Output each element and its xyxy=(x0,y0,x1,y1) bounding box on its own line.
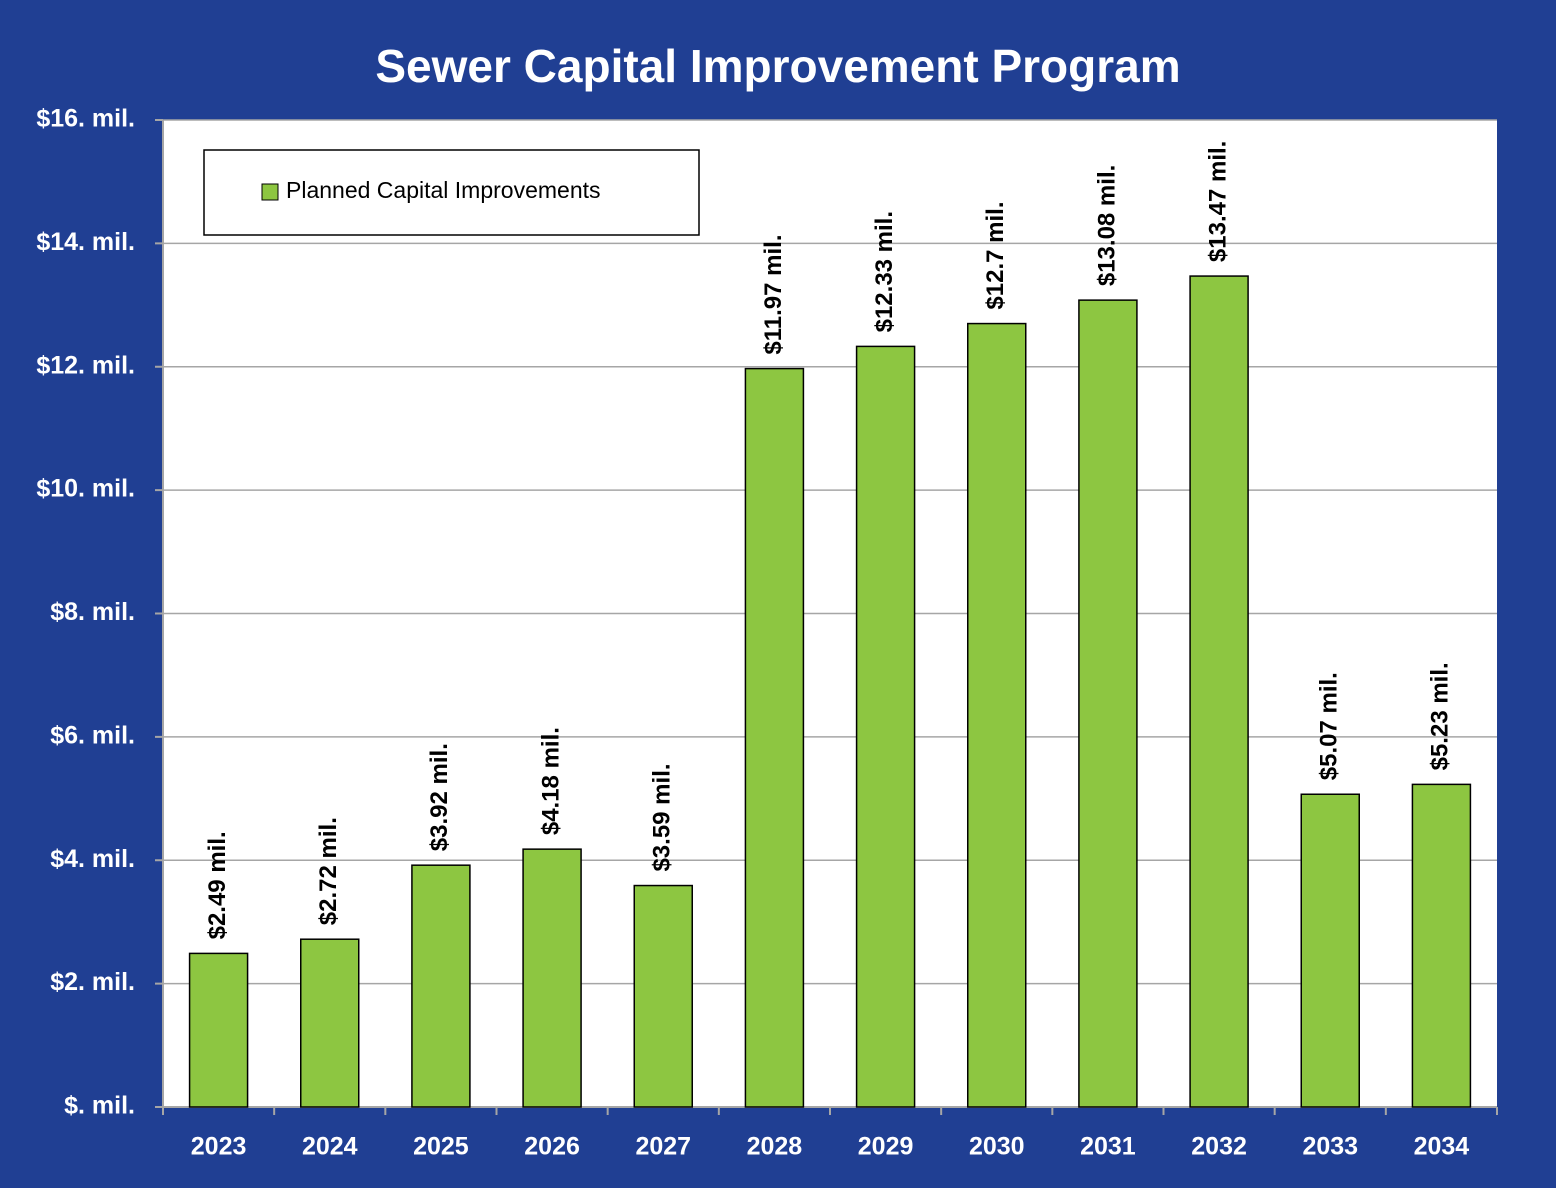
x-tick-label: 2024 xyxy=(302,1133,358,1161)
value-label: $12.7 mil. xyxy=(982,201,1009,309)
x-tick-label: 2031 xyxy=(1080,1133,1136,1161)
value-label: $11.97 mil. xyxy=(760,235,787,355)
bar xyxy=(855,345,916,1108)
y-tick-label: $12. mil. xyxy=(36,351,135,379)
bar xyxy=(744,367,805,1108)
legend-label: Planned Capital Improvements xyxy=(286,177,601,203)
x-tick-label: 2034 xyxy=(1414,1133,1470,1161)
bar xyxy=(300,938,360,1108)
value-label: $12.33 mil. xyxy=(871,211,898,332)
legend-box xyxy=(203,149,700,236)
bar xyxy=(411,864,471,1108)
x-tick-label: 2027 xyxy=(635,1133,691,1161)
value-label: $5.23 mil. xyxy=(1427,662,1454,770)
bar xyxy=(1189,275,1249,1108)
y-tick-label: $8. mil. xyxy=(50,598,135,626)
x-tick-label: 2032 xyxy=(1191,1133,1247,1161)
bar xyxy=(967,322,1027,1108)
x-tick-label: 2033 xyxy=(1302,1133,1358,1161)
bar xyxy=(633,884,693,1108)
y-tick-label: $14. mil. xyxy=(36,228,135,256)
y-tick-label: $6. mil. xyxy=(50,721,135,749)
x-tick-label: 2025 xyxy=(413,1133,469,1161)
bar xyxy=(1411,783,1472,1108)
chart-title: Sewer Capital Improvement Program xyxy=(375,40,1180,92)
x-tick-label: 2029 xyxy=(858,1133,914,1161)
value-label: $2.72 mil. xyxy=(315,817,342,925)
y-tick-label: $4. mil. xyxy=(50,845,135,873)
x-tick-label: 2028 xyxy=(747,1133,803,1161)
y-tick-label: $10. mil. xyxy=(36,475,135,503)
x-tick-label: 2026 xyxy=(524,1133,580,1161)
value-label: $2.49 mil. xyxy=(204,831,231,939)
value-label: $4.18 mil. xyxy=(537,727,564,835)
value-label: $5.07 mil. xyxy=(1316,672,1343,780)
bar xyxy=(188,952,249,1108)
y-tick-label: $. mil. xyxy=(64,1092,135,1120)
y-tick-label: $2. mil. xyxy=(50,968,135,996)
value-label: $13.08 mil. xyxy=(1093,165,1120,286)
value-label: $13.47 mil. xyxy=(1204,141,1231,262)
x-tick-label: 2030 xyxy=(969,1133,1025,1161)
bar xyxy=(1078,299,1138,1108)
bar xyxy=(522,848,582,1108)
x-tick-label: 2023 xyxy=(191,1133,247,1161)
value-label: $3.92 mil. xyxy=(426,743,453,851)
bar xyxy=(1300,793,1360,1108)
y-tick-label: $16. mil. xyxy=(36,105,135,133)
legend-swatch xyxy=(261,183,279,201)
value-label: $3.59 mil. xyxy=(649,763,676,871)
